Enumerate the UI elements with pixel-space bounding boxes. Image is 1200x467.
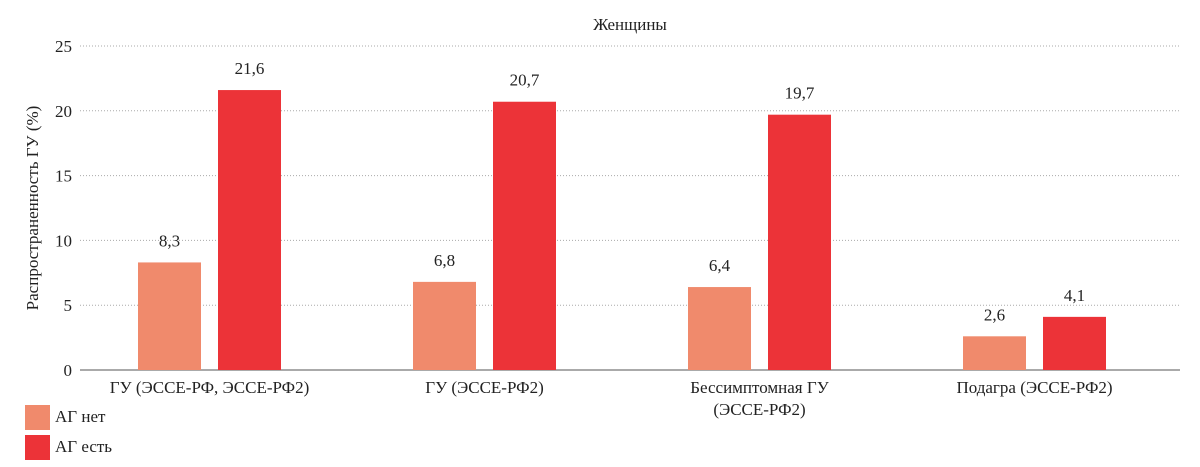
category-label: (ЭССЕ-РФ2) [713,400,805,419]
category-labels: ГУ (ЭССЕ-РФ, ЭССЕ-РФ2) ГУ (ЭССЕ-РФ2) Бесси… [110,378,1113,419]
y-axis-label: Распространенность ГУ (%) [23,106,42,311]
data-label: 8,3 [159,231,180,250]
bar [218,90,281,371]
chart-title: Женщины [593,15,667,34]
legend-item-ag-no: АГ нет [25,404,112,430]
category-label: Бессимптомная ГУ [690,378,829,397]
bars [138,90,1106,371]
category-label: Подагра (ЭССЕ-РФ2) [956,378,1112,397]
bar [413,281,476,370]
data-label: 4,1 [1064,286,1085,305]
bar [768,114,831,370]
y-tick-label: 0 [64,361,73,380]
legend-swatch-ag-no [25,404,50,430]
legend-label-ag-no: АГ нет [55,407,106,426]
y-tick-label: 5 [64,296,73,315]
bar [138,262,201,370]
data-label: 2,6 [984,305,1005,324]
data-label: 21,6 [235,59,265,78]
value-labels: 8,3 21,6 6,8 20,7 6,4 19,7 2,6 4,1 [159,59,1085,324]
bar [493,101,556,370]
category-label: ГУ (ЭССЕ-РФ, ЭССЕ-РФ2) [110,378,310,397]
data-label: 6,4 [709,256,731,275]
legend-swatch-ag-yes [25,434,50,460]
y-axis-ticks: 0 5 10 15 20 25 [55,37,72,380]
legend: АГ нет АГ есть [25,404,112,464]
legend-label-ag-yes: АГ есть [55,437,113,456]
y-tick-label: 20 [55,102,72,121]
y-tick-label: 10 [55,231,72,250]
bar [1043,316,1106,370]
bar [963,336,1026,370]
category-label: ГУ (ЭССЕ-РФ2) [425,378,543,397]
data-label: 19,7 [785,84,815,103]
data-label: 20,7 [510,71,540,90]
bar [688,287,751,370]
data-label: 6,8 [434,251,455,270]
legend-item-ag-yes: АГ есть [25,434,112,460]
y-tick-label: 15 [55,167,72,186]
y-tick-label: 25 [55,37,72,56]
